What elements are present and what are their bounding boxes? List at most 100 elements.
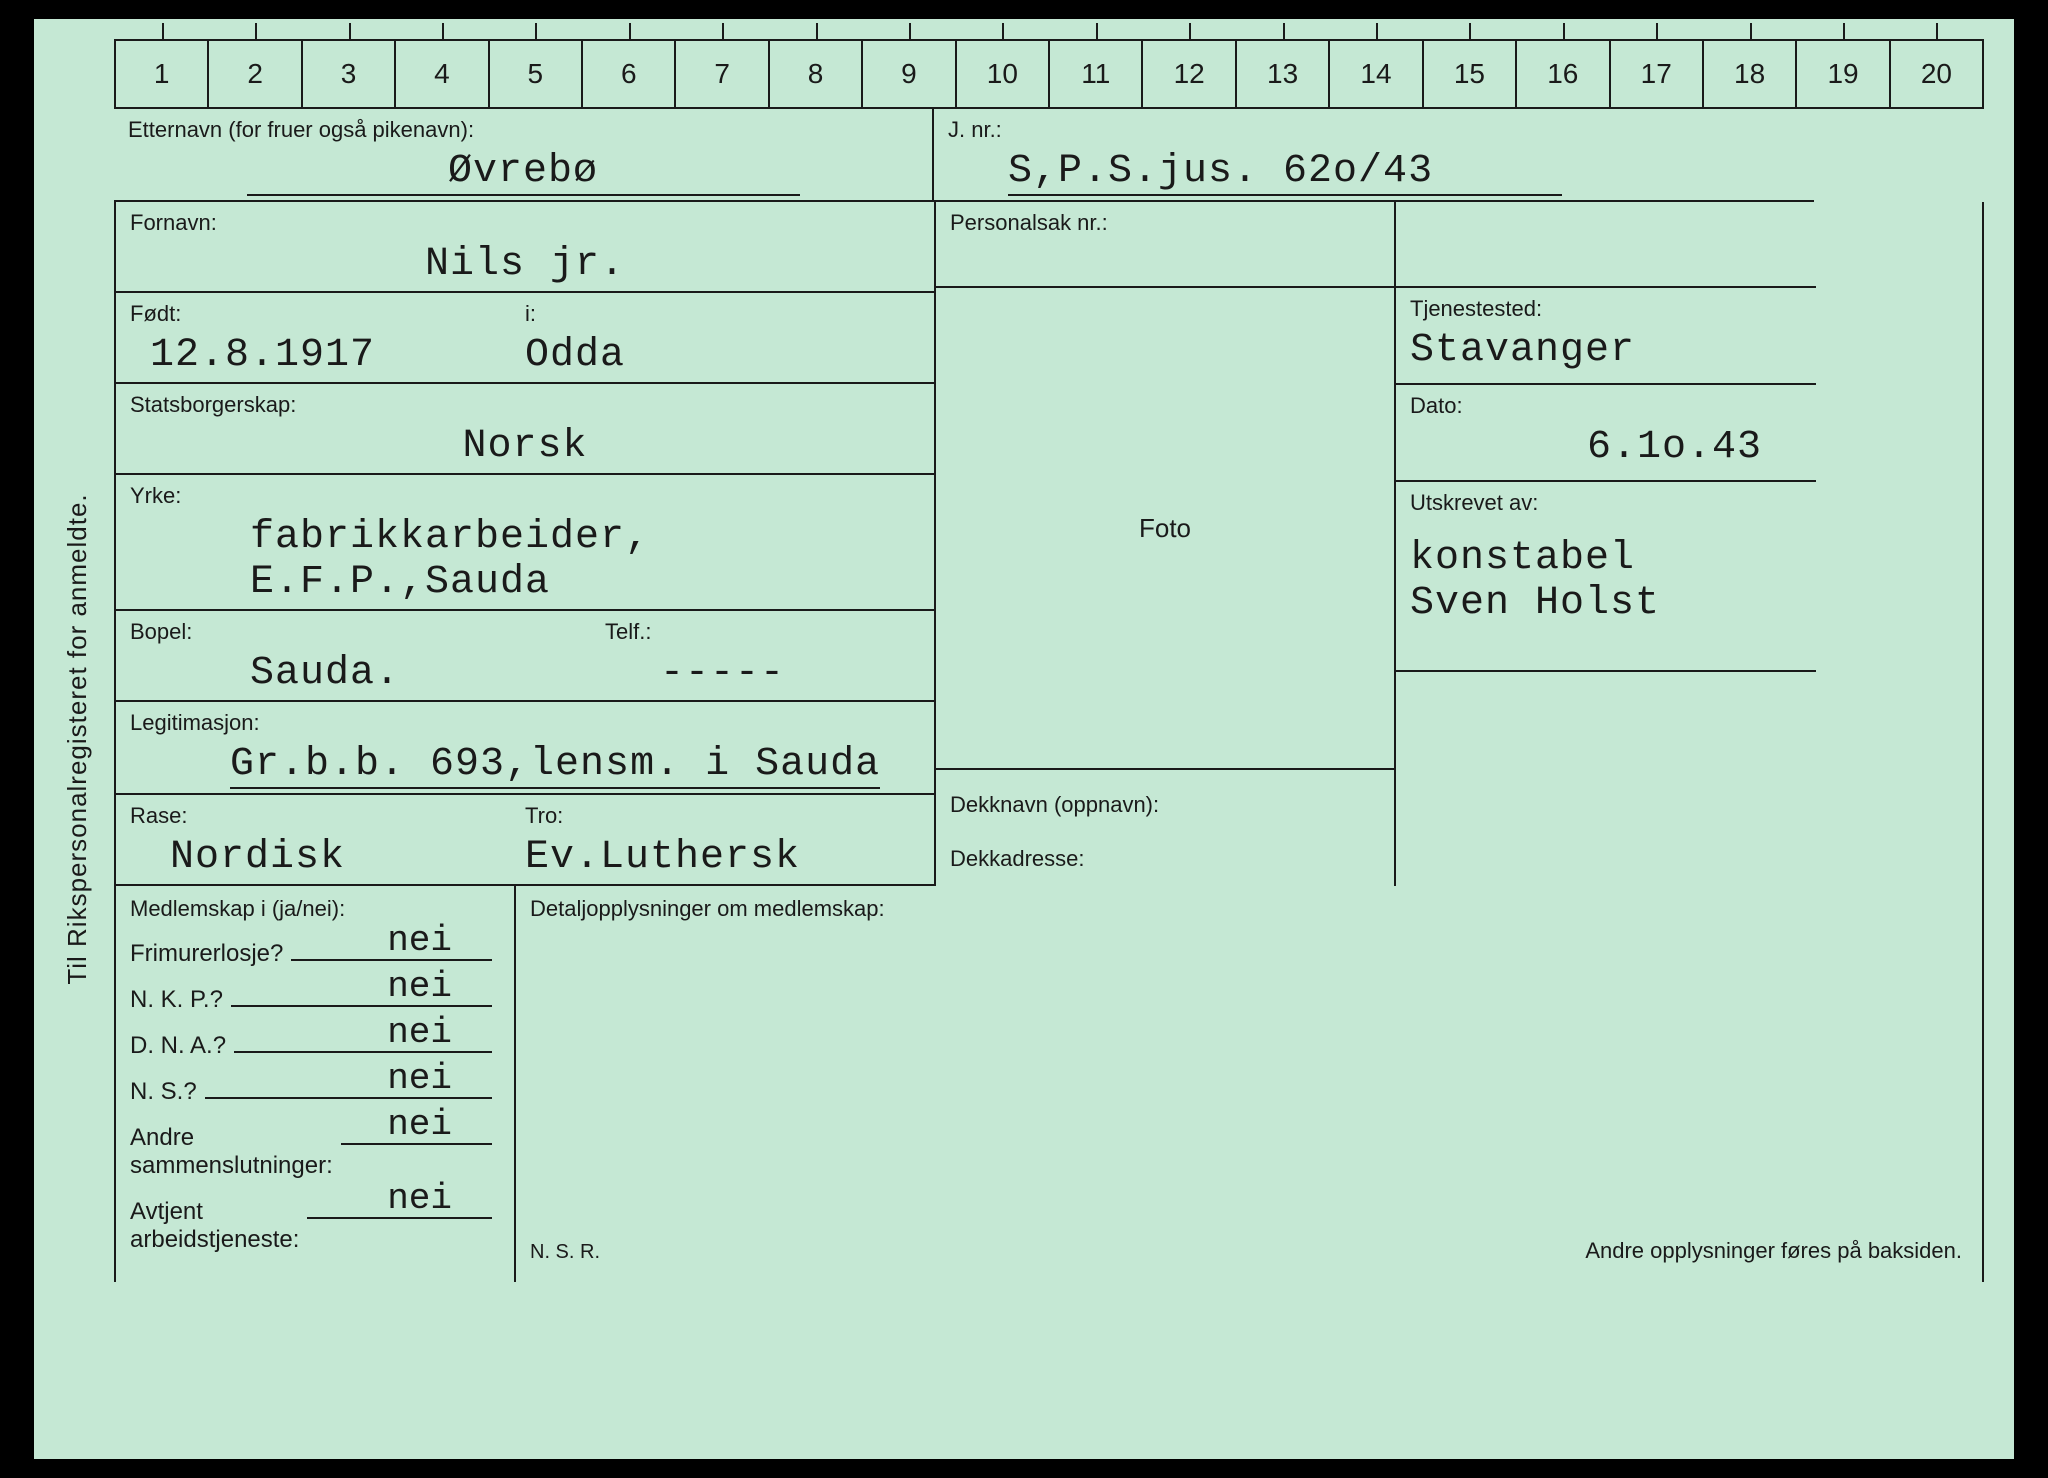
spacer-dekk [1396,672,1816,790]
value-fodt: 12.8.1917 [130,333,515,378]
field-yrke: Yrke: fabrikkarbeider, E.F.P.,Sauda [116,475,934,611]
membership-label: N. K. P.? [130,986,223,1014]
membership-value: nei [387,1104,452,1145]
membership-value: nei [387,1058,452,1099]
label-etternavn: Etternavn (for fruer også pikenavn): [128,117,918,143]
field-fodt: Født: 12.8.1917 i: Odda [116,293,934,384]
value-tjenestested: Stavanger [1410,328,1802,373]
value-yrke: fabrikkarbeider, E.F.P.,Sauda [130,515,920,605]
ruler-cell: 16 [1517,41,1610,107]
field-dato: Dato: 6.1o.43 [1396,385,1816,482]
membership-row: Avtjent arbeidstjeneste: nei [130,1198,500,1254]
label-dato: Dato: [1410,393,1802,419]
ruler-cell: 19 [1797,41,1890,107]
value-tro: Ev.Luthersk [525,835,920,880]
label-jnr: J. nr.: [948,117,1800,143]
label-personalsak: Personalsak nr.: [950,210,1380,236]
dekk-section: Dekknavn (oppnavn): Dekkadresse: [936,770,1394,886]
ruler-cell: 3 [303,41,396,107]
spacer-personalsak [1396,202,1816,288]
right-column: Tjenestested: Stavanger Dato: 6.1o.43 Ut… [1396,202,1816,886]
field-statsborgerskap: Statsborgerskap: Norsk [116,384,934,475]
ruler-cell: 10 [957,41,1050,107]
field-personalsak: Personalsak nr.: [936,202,1394,288]
ruler-cell: 12 [1143,41,1236,107]
membership-label: Avtjent arbeidstjeneste: [130,1198,299,1254]
label-utskrevet: Utskrevet av: [1410,490,1802,516]
membership-line: nei [307,1217,492,1219]
membership-row: Frimurerlosje? nei [130,940,500,968]
ruler-cell: 8 [770,41,863,107]
label-i: i: [525,301,920,327]
value-dato: 6.1o.43 [1410,425,1802,470]
membership-section: Medlemskap i (ja/nei): Frimurerlosje? nei… [114,886,1984,1282]
ruler-cell: 20 [1891,41,1984,107]
membership-label: Frimurerlosje? [130,940,283,968]
value-telf: ----- [525,651,920,696]
field-bopel: Bopel: Sauda. Telf.: ----- [116,611,934,702]
membership-line: nei [291,959,492,961]
membership-line: nei [231,1005,492,1007]
label-bopel: Bopel: [130,619,525,645]
membership-value: nei [387,1012,452,1053]
field-fornavn: Fornavn: Nils jr. [116,202,934,293]
main-grid: Fornavn: Nils jr. Født: 12.8.1917 i: Odd… [114,202,1984,886]
membership-row: D. N. A.? nei [130,1032,500,1060]
ruler-cell: 7 [676,41,769,107]
label-dekkadresse: Dekkadresse: [950,846,1380,872]
value-statsborgerskap: Norsk [130,424,920,469]
value-legitimasjon: Gr.b.b. 693,lensm. i Sauda [130,742,920,789]
field-rase-tro: Rase: Nordisk Tro: Ev.Luthersk [116,795,934,886]
membership-label: D. N. A.? [130,1032,226,1060]
footer-note: Andre opplysninger føres på baksiden. [1585,1238,1962,1264]
value-jnr: S,P.S.jus. 62o/43 [948,149,1800,196]
ruler-cell: 5 [490,41,583,107]
ruler-cell: 14 [1330,41,1423,107]
membership-line: nei [234,1051,492,1053]
label-yrke: Yrke: [130,483,920,509]
left-column: Fornavn: Nils jr. Født: 12.8.1917 i: Odd… [116,202,936,886]
label-rase: Rase: [130,803,515,829]
value-utskrevet: konstabel Sven Holst [1410,536,1802,626]
ruler-cell: 11 [1050,41,1143,107]
membership-value: nei [387,966,452,1007]
membership-line: nei [341,1143,492,1145]
label-dekknavn: Dekknavn (oppnavn): [950,792,1380,818]
membership-col: Medlemskap i (ja/nei): Frimurerlosje? nei… [116,886,516,1282]
field-jnr: J. nr.: S,P.S.jus. 62o/43 [934,109,1814,202]
ruler-cell: 9 [863,41,956,107]
label-legitimasjon: Legitimasjon: [130,710,920,736]
label-statsborgerskap: Statsborgerskap: [130,392,920,418]
detail-col: Detaljopplysninger om medlemskap: N. S. … [516,886,1984,1282]
value-rase: Nordisk [130,835,515,880]
top-row: Etternavn (for fruer også pikenavn): Øvr… [114,109,1984,202]
membership-label: N. S.? [130,1078,197,1106]
label-medlemskap: Medlemskap i (ja/nei): [130,896,500,922]
ruler-cell: 6 [583,41,676,107]
ruler-cell: 2 [209,41,302,107]
value-etternavn: Øvrebø [128,149,918,196]
foto-box: Foto [936,288,1394,770]
field-legitimasjon: Legitimasjon: Gr.b.b. 693,lensm. i Sauda [116,702,934,795]
registration-card: Til Rikspersonalregisteret for anmeldte.… [34,19,2014,1459]
ruler-cell: 17 [1611,41,1704,107]
value-bopel: Sauda. [130,651,525,696]
ruler-cell: 1 [114,41,209,107]
ruler: 1234567891011121314151617181920 [114,39,1984,109]
ruler-cell: 4 [396,41,489,107]
label-fornavn: Fornavn: [130,210,920,236]
ruler-cell: 18 [1704,41,1797,107]
field-etternavn: Etternavn (for fruer også pikenavn): Øvr… [114,109,934,202]
side-label: Til Rikspersonalregisteret for anmeldte. [62,493,93,984]
membership-value: nei [387,920,452,961]
label-telf: Telf.: [525,619,920,645]
value-fornavn: Nils jr. [130,242,920,287]
ruler-cell: 13 [1237,41,1330,107]
field-tjenestested: Tjenestested: Stavanger [1396,288,1816,385]
label-tro: Tro: [525,803,920,829]
membership-row: N. K. P.? nei [130,986,500,1014]
field-utskrevet: Utskrevet av: konstabel Sven Holst [1396,482,1816,672]
membership-label: Andre sammenslutninger: [130,1124,333,1180]
nsr-label: N. S. R. [530,1241,600,1264]
membership-row: Andre sammenslutninger: nei [130,1124,500,1180]
